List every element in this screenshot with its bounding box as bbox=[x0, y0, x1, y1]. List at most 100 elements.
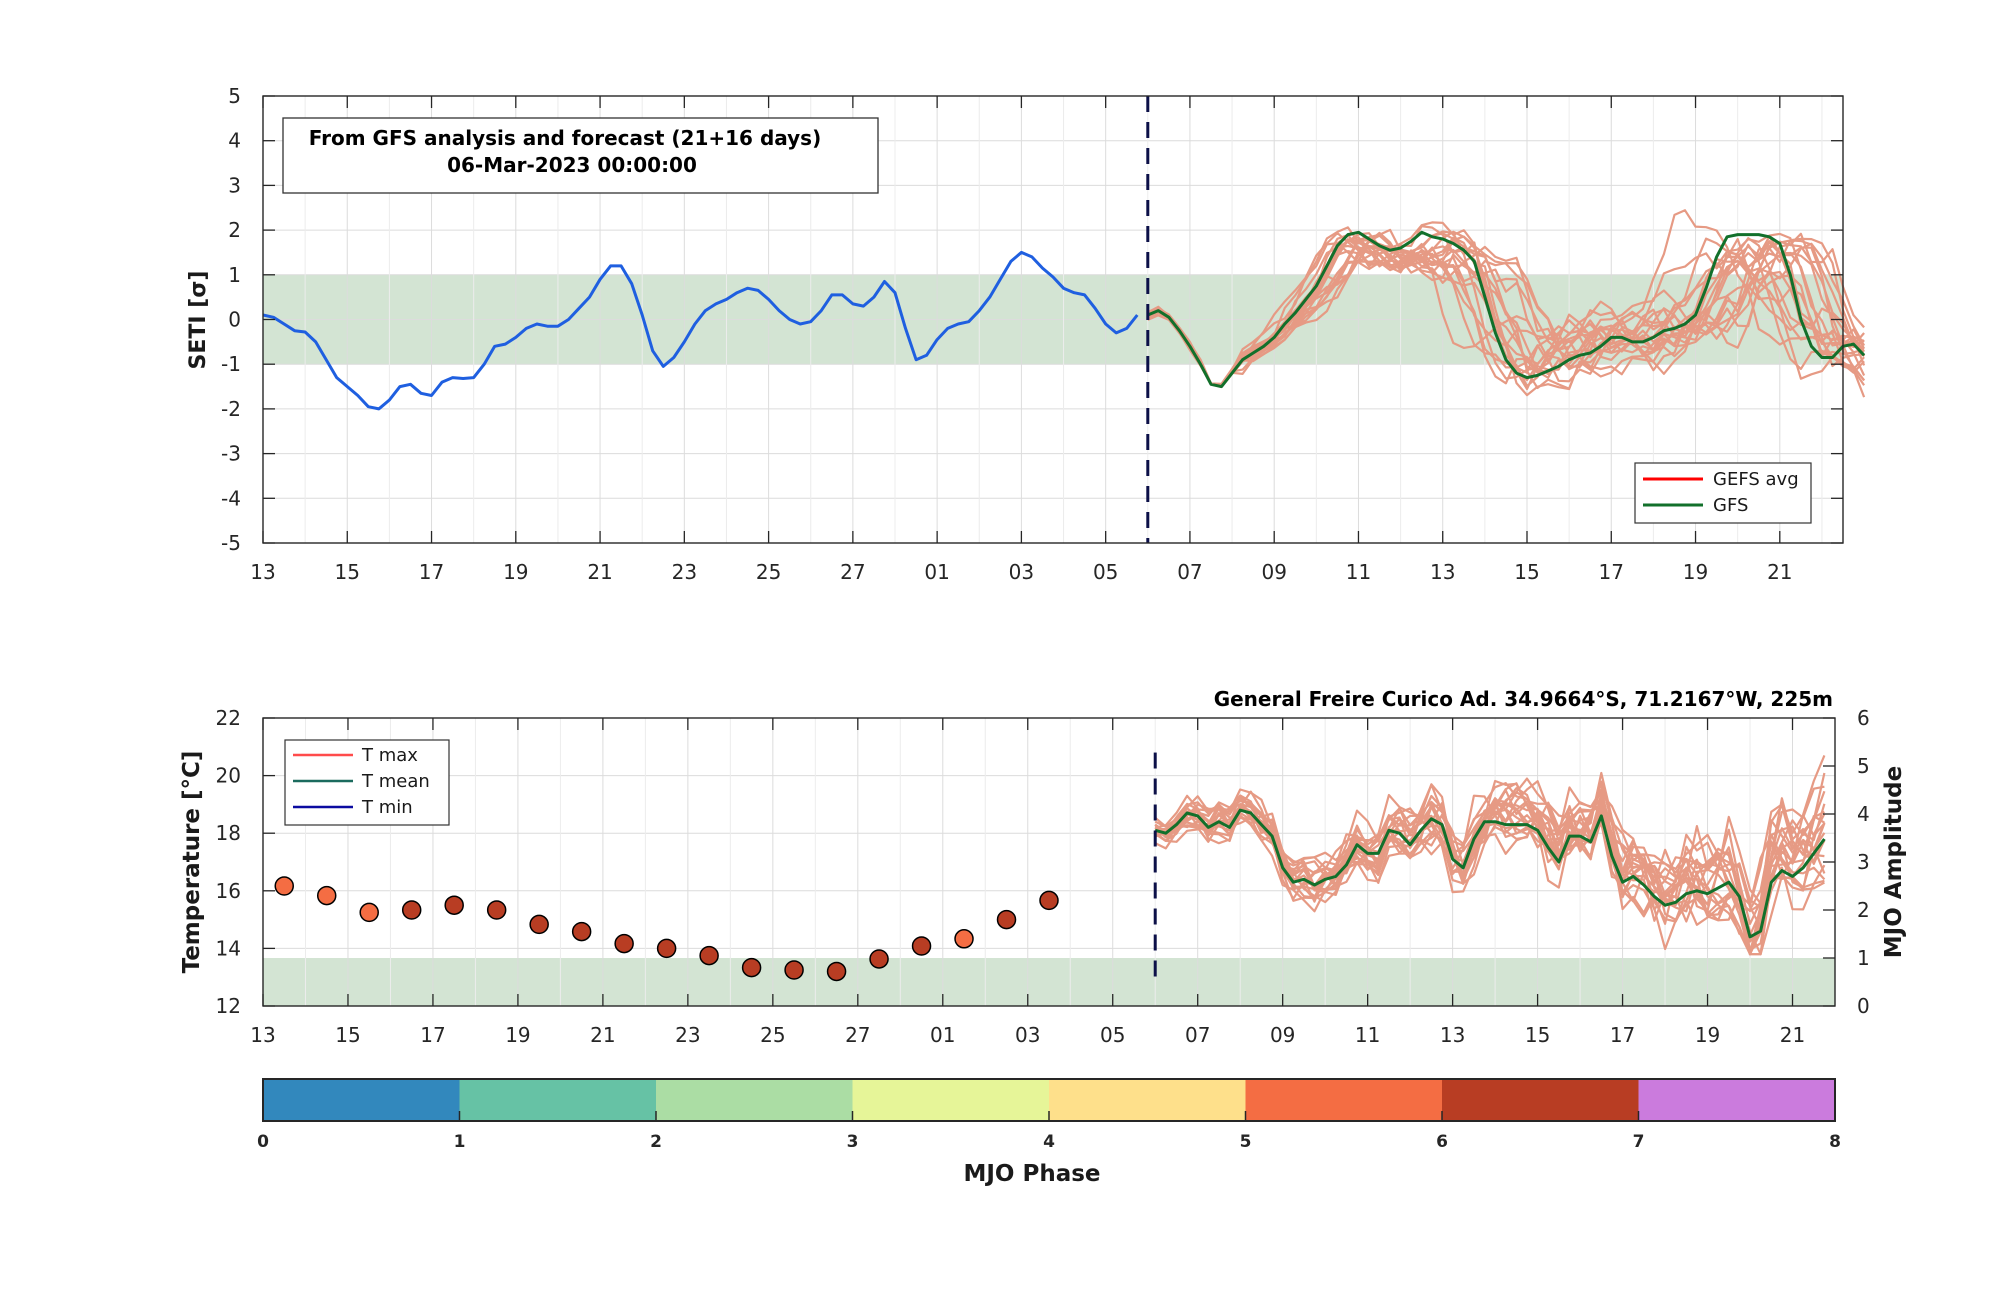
y2-tick-label: 1 bbox=[1857, 946, 1870, 970]
y-tick-label: -3 bbox=[221, 442, 241, 466]
x-tick-label: 05 bbox=[1100, 1023, 1125, 1047]
y-tick-label: 12 bbox=[216, 994, 241, 1018]
mjo-amplitude-point bbox=[784, 960, 804, 980]
x-tick-label: 03 bbox=[1015, 1023, 1040, 1047]
x-tick-label: 01 bbox=[924, 560, 949, 584]
analysis-line bbox=[262, 250, 1139, 411]
mjo-phase-colorbar: 0 1 2 3 4 5 6 7 8 MJO Phase bbox=[257, 1078, 1841, 1187]
x-tick-label: 27 bbox=[845, 1023, 870, 1047]
colorbar-tick-label: 8 bbox=[1829, 1132, 1841, 1152]
x-tick-label: 15 bbox=[1525, 1023, 1550, 1047]
x-tick-label: 21 bbox=[1767, 560, 1792, 584]
mjo-amplitude-point bbox=[486, 900, 507, 920]
y2-tick-label: 5 bbox=[1857, 754, 1870, 778]
mjo-amplitude-point bbox=[1039, 890, 1059, 911]
colorbar-segment bbox=[459, 1079, 657, 1121]
x-tick-label: 21 bbox=[590, 1023, 615, 1047]
y-tick-label: 16 bbox=[216, 879, 241, 903]
colorbar-segment bbox=[1245, 1079, 1443, 1121]
x-tick-label: 23 bbox=[675, 1023, 700, 1047]
x-tick-label: 07 bbox=[1185, 1023, 1210, 1047]
ensemble-member-line bbox=[1154, 797, 1826, 956]
x-tick-label: 07 bbox=[1177, 560, 1202, 584]
annotation-line-1: From GFS analysis and forecast (21+16 da… bbox=[309, 126, 821, 150]
legend-gfs-label: GFS bbox=[1713, 495, 1748, 516]
y-tick-label: 3 bbox=[228, 173, 241, 197]
x-tick-label: 23 bbox=[672, 560, 697, 584]
x-tick-label: 19 bbox=[505, 1023, 530, 1047]
mjo-amplitude-point bbox=[359, 902, 379, 923]
ensemble-member-line bbox=[1155, 797, 1826, 956]
mjo-amplitude-point bbox=[614, 933, 634, 954]
gfs-forecast-line bbox=[1147, 230, 1866, 389]
gfs-forecast-line bbox=[1154, 808, 1826, 939]
x-tick-label: 17 bbox=[1599, 560, 1624, 584]
y-tick-label: 20 bbox=[216, 764, 241, 788]
colorbar-segment bbox=[656, 1079, 853, 1121]
mjo-amplitude-point bbox=[869, 949, 889, 969]
x-tick-label: 09 bbox=[1261, 560, 1286, 584]
station-title: General Freire Curico Ad. 34.9664°S, 71.… bbox=[1214, 687, 1833, 711]
x-tick-label: 17 bbox=[420, 1023, 445, 1047]
mjo-amplitude-point bbox=[911, 936, 932, 956]
y-tick-label: -4 bbox=[221, 486, 241, 510]
annotation-box: From GFS analysis and forecast (21+16 da… bbox=[282, 117, 879, 194]
legend-tmax-label: T max bbox=[361, 745, 418, 766]
x-tick-label: 09 bbox=[1270, 1023, 1295, 1047]
seti-legend: GEFS avg GFS bbox=[1634, 462, 1812, 524]
mjo-amplitude-point bbox=[826, 961, 847, 982]
colorbar-tick-label: 6 bbox=[1436, 1132, 1448, 1152]
mjo-amplitude-point bbox=[401, 900, 422, 920]
x-tick-label: 19 bbox=[1695, 1023, 1720, 1047]
seti-axes-frame bbox=[262, 95, 1844, 544]
colorbar-tick-label: 5 bbox=[1240, 1132, 1252, 1152]
y2-tick-label: 2 bbox=[1857, 898, 1870, 922]
x-tick-label: 19 bbox=[1683, 560, 1708, 584]
ensemble-member-line bbox=[1147, 238, 1866, 387]
mjo-amplitude-point bbox=[571, 921, 592, 942]
mjo-amplitude-point bbox=[656, 938, 677, 959]
x-tick-label: 11 bbox=[1346, 560, 1371, 584]
x-tick-label: 11 bbox=[1355, 1023, 1380, 1047]
temperature-legend: T max T mean T min bbox=[284, 739, 450, 826]
y-tick-label: -2 bbox=[221, 397, 241, 421]
y2-tick-label: 6 bbox=[1857, 706, 1870, 730]
x-tick-label: 05 bbox=[1093, 560, 1118, 584]
x-tick-label: 21 bbox=[1780, 1023, 1805, 1047]
ensemble-member-line bbox=[1147, 232, 1865, 388]
x-tick-label: 01 bbox=[930, 1023, 955, 1047]
legend-gefs-avg-label: GEFS avg bbox=[1713, 469, 1799, 490]
x-tick-label: 13 bbox=[1440, 1023, 1465, 1047]
colorbar-tick-label: 3 bbox=[847, 1132, 859, 1152]
colorbar-tick-label: 1 bbox=[454, 1132, 466, 1152]
legend-tmean-label: T mean bbox=[361, 771, 430, 792]
x-tick-label: 13 bbox=[1430, 560, 1455, 584]
mjo-amplitude-point bbox=[996, 909, 1017, 930]
x-tick-label: 21 bbox=[587, 560, 612, 584]
y-tick-label: -5 bbox=[221, 531, 241, 555]
y-tick-label: 2 bbox=[228, 218, 241, 242]
x-tick-label: 15 bbox=[335, 560, 360, 584]
x-tick-label: 13 bbox=[250, 1023, 275, 1047]
colorbar-tick-label: 0 bbox=[257, 1132, 269, 1152]
mjo-amplitude-band bbox=[263, 958, 1835, 1006]
y-tick-label: 22 bbox=[216, 706, 241, 730]
y-tick-label: 4 bbox=[228, 129, 241, 153]
colorbar-segment bbox=[263, 1079, 460, 1121]
ensemble-member-line bbox=[1147, 230, 1866, 387]
colorbar-label: MJO Phase bbox=[963, 1161, 1100, 1187]
y-tick-label: 14 bbox=[216, 936, 241, 960]
colorbar-segment bbox=[1049, 1079, 1246, 1121]
colorbar-tick-label: 4 bbox=[1043, 1132, 1055, 1152]
mjo-amplitude-point bbox=[444, 895, 464, 915]
colorbar-segment bbox=[1442, 1079, 1639, 1121]
colorbar-tick-label: 2 bbox=[650, 1132, 662, 1152]
x-tick-label: 03 bbox=[1009, 560, 1034, 584]
mjo-amplitude-point bbox=[316, 885, 337, 906]
y2-tick-label: 3 bbox=[1857, 850, 1870, 874]
x-tick-label: 17 bbox=[419, 560, 444, 584]
seti-y-axis-label: SETI [σ] bbox=[186, 271, 211, 370]
x-tick-label: 15 bbox=[1514, 560, 1539, 584]
